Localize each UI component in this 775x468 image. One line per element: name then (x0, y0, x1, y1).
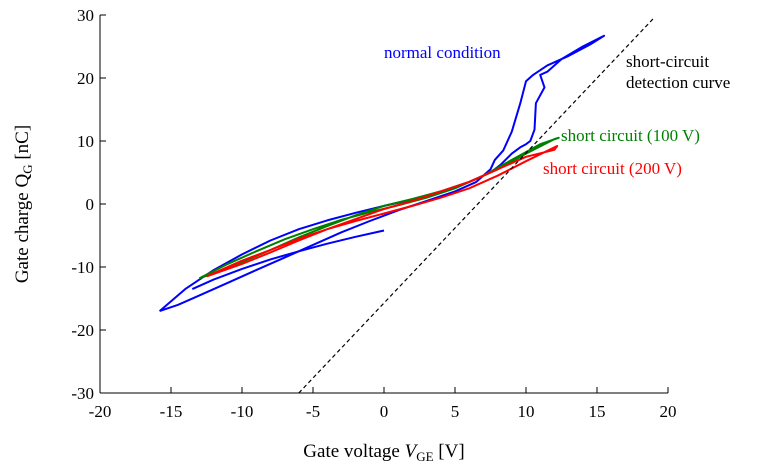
x-tick-label: 10 (518, 402, 535, 421)
series-line-short-circuit-detection-curve (298, 17, 655, 394)
x-tick-label: -15 (160, 402, 183, 421)
annotation-detection-line1: short-circuit (626, 52, 709, 71)
y-tick-label: -30 (71, 384, 94, 403)
y-tick-label: 0 (86, 195, 95, 214)
y-tick-label: 20 (77, 69, 94, 88)
annotation-short-circuit-200v: short circuit (200 V) (543, 159, 682, 178)
series-line-short-circuit-200-v (206, 145, 559, 278)
annotation-detection-line2: detection curve (626, 73, 730, 92)
x-tick-label: 5 (451, 402, 460, 421)
x-tick-label: 0 (380, 402, 389, 421)
y-tick-label: -10 (71, 258, 94, 277)
y-axis-label: Gate charge QG [nC] (12, 125, 35, 283)
annotation-normal-condition: normal condition (384, 43, 501, 62)
series-line-short-circuit-100-v (198, 136, 560, 280)
x-tick-label: 15 (589, 402, 606, 421)
x-axis-label: Gate voltage VGE [V] (303, 441, 464, 464)
x-tick-label: -20 (89, 402, 112, 421)
y-tick-label: -20 (71, 321, 94, 340)
y-tick-label: 10 (77, 132, 94, 151)
series-line-normal-condition-partial (191, 229, 385, 291)
x-tick-label: -5 (306, 402, 320, 421)
y-tick-label: 30 (77, 6, 94, 25)
x-tick-label: 20 (660, 402, 677, 421)
x-tick-label: -10 (231, 402, 254, 421)
series-group (158, 17, 655, 394)
annotation-short-circuit-100v: short circuit (100 V) (561, 126, 700, 145)
